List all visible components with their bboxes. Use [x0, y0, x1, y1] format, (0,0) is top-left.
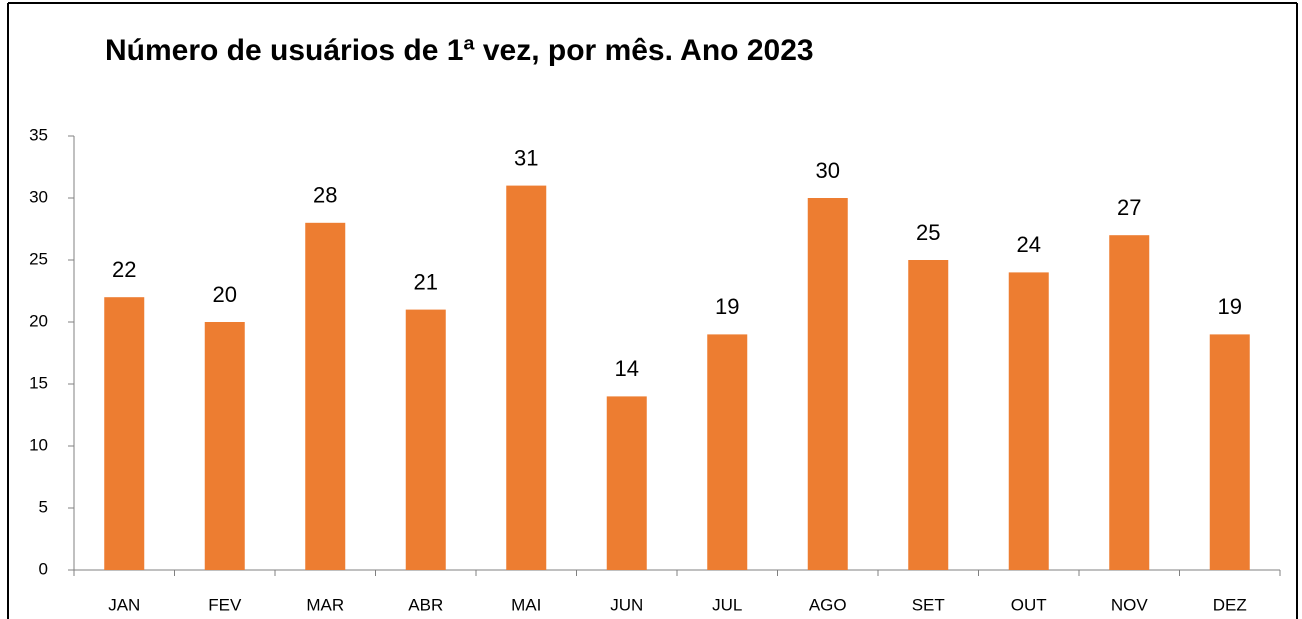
y-tick-label: 10	[29, 435, 48, 454]
y-tick-label: 30	[29, 187, 48, 206]
x-tick-label: AGO	[809, 595, 847, 614]
data-label: 24	[1017, 232, 1041, 257]
x-tick-label: JAN	[108, 595, 140, 614]
data-label: 31	[514, 145, 538, 170]
x-tick-label: DEZ	[1213, 595, 1247, 614]
data-label: 20	[213, 282, 237, 307]
data-label: 21	[414, 269, 438, 294]
y-tick-label: 0	[39, 559, 48, 578]
bar	[1008, 272, 1049, 570]
x-tick-label: OUT	[1011, 595, 1047, 614]
data-label: 27	[1117, 195, 1141, 220]
bar	[807, 198, 848, 570]
chart-title: Número de usuários de 1ª vez, por mês. A…	[105, 34, 814, 67]
y-tick-label: 35	[29, 125, 48, 144]
x-tick-label: SET	[912, 595, 945, 614]
x-tick-label: ABR	[408, 595, 443, 614]
data-label: 22	[112, 257, 136, 282]
data-label: 19	[1218, 294, 1242, 319]
data-label: 30	[816, 158, 840, 183]
x-tick-label: JUL	[712, 595, 742, 614]
data-label: 25	[916, 220, 940, 245]
bar	[606, 396, 647, 570]
data-label: 14	[615, 356, 639, 381]
bar	[707, 334, 748, 570]
bar	[506, 185, 547, 570]
y-tick-label: 15	[29, 373, 48, 392]
x-tick-label: MAR	[306, 595, 344, 614]
x-tick-label: FEV	[208, 595, 242, 614]
bar	[104, 297, 145, 570]
y-tick-label: 5	[39, 497, 48, 516]
y-tick-label: 25	[29, 249, 48, 268]
bar	[305, 222, 346, 571]
x-tick-label: JUN	[610, 595, 643, 614]
y-tick-label: 20	[29, 311, 48, 330]
bar	[1209, 334, 1250, 570]
data-label: 28	[313, 183, 337, 208]
bar	[405, 309, 446, 570]
x-tick-label: MAI	[511, 595, 541, 614]
bar	[908, 260, 949, 570]
x-tick-label: NOV	[1111, 595, 1149, 614]
bar	[204, 322, 245, 570]
data-label: 19	[715, 294, 739, 319]
bar	[1109, 235, 1150, 570]
